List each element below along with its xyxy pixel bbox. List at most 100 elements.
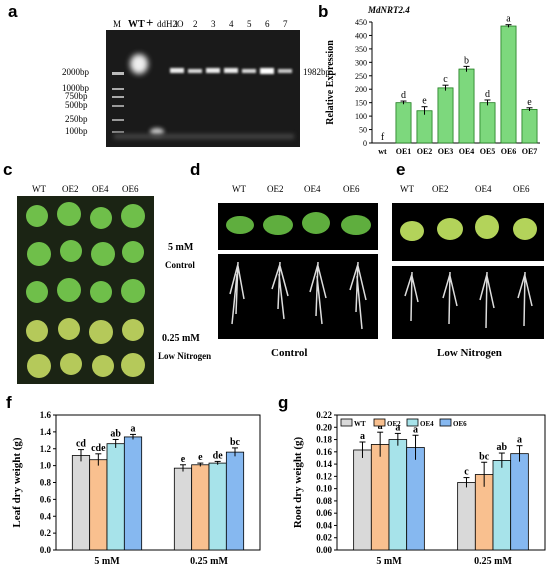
chart-f-ytick-label: 0.2 bbox=[40, 528, 52, 538]
chart-g-sig-letter: ab bbox=[497, 442, 508, 453]
c-treatment-control: Control bbox=[165, 260, 195, 270]
chart-b-sig-letter: a bbox=[506, 14, 511, 25]
chart-b-ytick-label: 200 bbox=[355, 85, 367, 94]
chart-f-ytick-label: 1.0 bbox=[40, 461, 52, 471]
chart-f-ytick-label: 0.0 bbox=[40, 545, 52, 555]
chart-f-ylabel: Leaf dry weight (g) bbox=[11, 437, 23, 527]
chart-b-ytick-label: 450 bbox=[355, 18, 367, 27]
chart-g-ytick-label: 0.06 bbox=[316, 508, 332, 518]
chart-b-xtick-label: OE4 bbox=[459, 147, 475, 156]
chart-f-bar bbox=[106, 443, 125, 551]
chart-g-legend-label: OE6 bbox=[453, 420, 467, 428]
chart-g-ytick-label: 0.12 bbox=[316, 471, 332, 481]
chart-f-bar bbox=[191, 464, 210, 551]
lane-label-2: 2 bbox=[193, 19, 198, 29]
e-genotype-oe6: OE6 bbox=[513, 184, 530, 194]
c-treatment-low-nitrogen: Low Nitrogen bbox=[158, 351, 212, 361]
chart-b-sig-letter: c bbox=[443, 74, 448, 85]
chart-g-legend-swatch bbox=[340, 418, 353, 427]
e-caption: Low Nitrogen bbox=[437, 347, 502, 359]
d-genotype-wt: WT bbox=[232, 184, 246, 194]
lane-label-3: 3 bbox=[211, 19, 216, 29]
chart-g-xtick-label: 0.25 mM bbox=[474, 556, 512, 567]
chart-b-bar bbox=[500, 25, 517, 144]
chart-f-sig-letter: bc bbox=[230, 437, 241, 448]
chart-g-ytick-label: 0.00 bbox=[316, 545, 332, 555]
chart-f-sig-letter: cde bbox=[91, 443, 106, 454]
lane-label-m: M bbox=[113, 19, 122, 29]
lane-label-5: 5 bbox=[247, 19, 252, 29]
chart-g-sig-letter: c bbox=[464, 467, 469, 478]
d-genotype-oe6: OE6 bbox=[343, 184, 360, 194]
chart-f-bar bbox=[173, 467, 193, 551]
chart-b-sig-letter: d bbox=[485, 89, 490, 100]
chart-b-bar bbox=[416, 110, 433, 144]
panel-letter-g: g bbox=[278, 393, 289, 412]
chart-f-bar bbox=[71, 455, 91, 551]
chart-g-ytick-label: 0.04 bbox=[316, 520, 332, 530]
chart-b-sig-letter: d bbox=[401, 90, 406, 101]
e-root-photo bbox=[392, 266, 544, 339]
ladder-label-500: 500bp bbox=[65, 100, 88, 110]
chart-b-title: MdNRT2.4 bbox=[367, 5, 410, 15]
chart-b-ytick-label: 150 bbox=[355, 99, 367, 108]
chart-g-frame bbox=[336, 414, 546, 551]
chart-g: Root dry weight (g) 0.00 0.02 0.04 0.06 0.08 0… bbox=[292, 410, 546, 567]
chart-b-xtick-label: OE6 bbox=[501, 147, 517, 156]
chart-b-bar bbox=[437, 87, 454, 144]
panel-letter-b: b bbox=[318, 2, 329, 21]
chart-f-bar bbox=[89, 459, 108, 551]
chart-f-ytick-label: 1.4 bbox=[40, 427, 52, 437]
chart-f-sig-letter: de bbox=[213, 450, 224, 461]
d-genotype-oe2: OE2 bbox=[267, 184, 284, 194]
gel-image bbox=[106, 30, 300, 147]
chart-g-ylabel: Root dry weight (g) bbox=[292, 436, 304, 528]
chart-b: MdNRT2.4 Relative Expression 0 50 100 150 200 2… bbox=[325, 5, 540, 156]
chart-b-sig-letter: b bbox=[464, 55, 469, 66]
c-genotype-wt: WT bbox=[32, 184, 46, 194]
d-root-photo bbox=[218, 254, 378, 339]
ladder-label-100: 100bp bbox=[65, 126, 88, 136]
lane-label-positive: + bbox=[146, 15, 154, 30]
chart-g-sig-letter: a bbox=[395, 422, 400, 433]
lane-label-wt: WT bbox=[128, 19, 145, 30]
panel-letter-c: c bbox=[3, 160, 13, 179]
lane-label-ddh2o: ddH2O bbox=[157, 19, 184, 29]
chart-g-bar bbox=[457, 482, 476, 551]
lane-label-7: 7 bbox=[283, 19, 288, 29]
chart-f-bar bbox=[225, 451, 245, 551]
ladder-label-2000: 2000bp bbox=[62, 67, 89, 77]
lane-label-4: 4 bbox=[229, 19, 234, 29]
chart-g-sig-letter: a bbox=[378, 421, 383, 432]
chart-f-sig-letter: ab bbox=[110, 428, 121, 439]
chart-b-ytick-label: 50 bbox=[359, 126, 367, 135]
chart-b-ytick-label: 250 bbox=[355, 72, 367, 81]
chart-g-ytick-label: 0.10 bbox=[316, 484, 332, 494]
chart-b-xtick-label: OE5 bbox=[480, 147, 496, 156]
chart-b-sig-letter: e bbox=[527, 97, 532, 108]
chart-f-ytick-label: 0.4 bbox=[40, 511, 52, 521]
chart-f-sig-letter: e bbox=[198, 452, 203, 463]
d-shoot-photo bbox=[218, 203, 378, 250]
chart-g-bar bbox=[388, 439, 408, 551]
chart-f-ytick-label: 0.8 bbox=[40, 478, 52, 488]
chart-g-sig-letter: a bbox=[360, 431, 365, 442]
chart-f: Leaf dry weight (g) 0.0 0.2 0.4 0.6 0.8 1.0 1.2… bbox=[11, 410, 261, 567]
chart-g-ytick-label: 0.08 bbox=[316, 496, 332, 506]
chart-g-bar bbox=[406, 447, 425, 551]
lane-label-6: 6 bbox=[265, 19, 270, 29]
chart-g-bar bbox=[370, 444, 390, 551]
panel-letter-d: d bbox=[190, 160, 201, 179]
chart-b-xtick-label: OE2 bbox=[417, 147, 433, 156]
chart-b-ytick-label: 300 bbox=[355, 58, 367, 67]
chart-b-sig-letter: f bbox=[381, 132, 385, 143]
chart-b-ytick-label: 400 bbox=[355, 31, 367, 40]
chart-g-legend-swatch bbox=[439, 418, 452, 427]
chart-g-bar bbox=[492, 460, 512, 551]
e-genotype-oe2: OE2 bbox=[432, 184, 449, 194]
c-genotype-oe6: OE6 bbox=[122, 184, 139, 194]
ladder-label-250: 250bp bbox=[65, 114, 88, 124]
c-genotype-oe4: OE4 bbox=[92, 184, 109, 194]
chart-b-ytick-label: 100 bbox=[355, 112, 367, 121]
chart-g-legend-swatch bbox=[373, 418, 386, 427]
